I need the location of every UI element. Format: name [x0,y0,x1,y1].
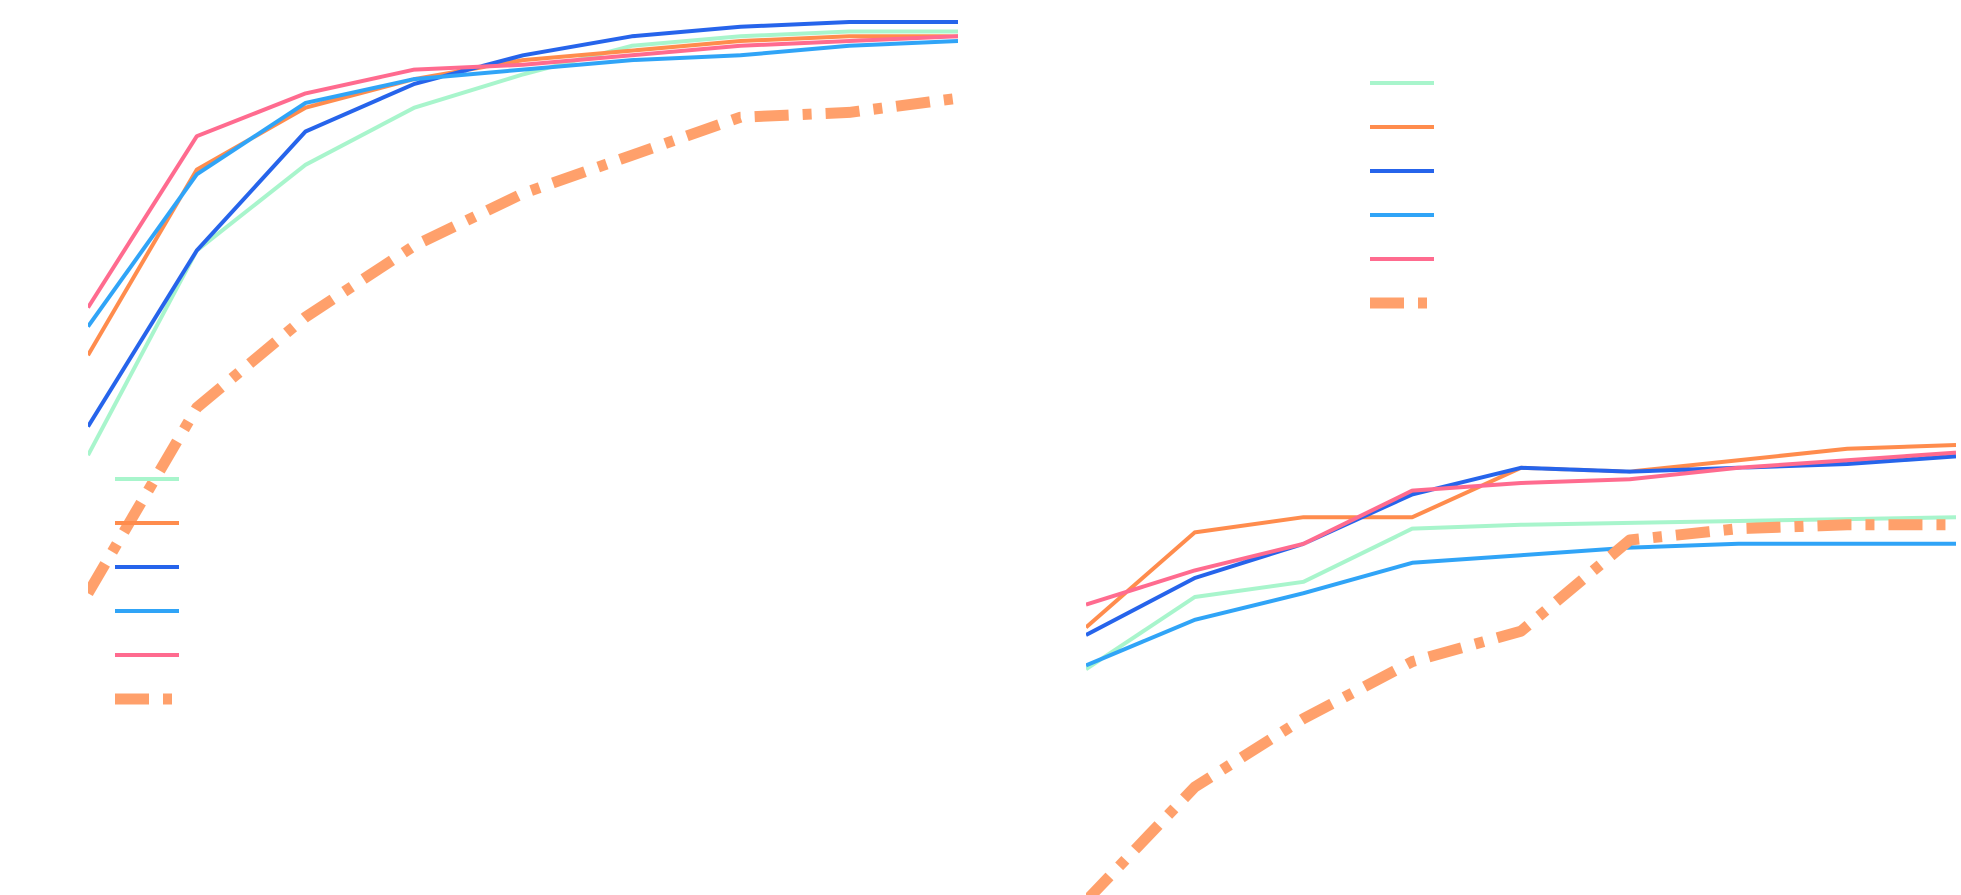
legend-bottom-right [115,477,179,705]
legend-top-left [1370,81,1434,309]
series-line-1 [1086,515,1956,671]
series-line-3 [88,20,958,428]
series-line-6 [1086,519,1956,895]
series-line-3 [1086,454,1956,637]
plot-panel-top-left [88,20,958,596]
series-line-2 [1086,443,1956,629]
plot-panel-bottom-right [1086,443,1956,895]
series-line-2 [88,34,958,357]
series-line-5 [88,34,958,309]
series-line-1 [88,29,958,457]
series-line-4 [88,39,958,328]
series-line-4 [1086,541,1956,668]
series-line-5 [1086,450,1956,607]
series-line-6 [88,92,958,596]
